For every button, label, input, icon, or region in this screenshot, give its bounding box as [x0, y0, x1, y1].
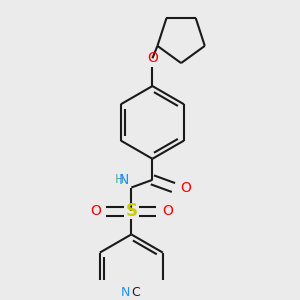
- Text: S: S: [125, 202, 137, 220]
- Text: O: O: [180, 181, 191, 194]
- Text: H: H: [114, 172, 124, 186]
- Text: N: N: [119, 172, 129, 187]
- Text: O: O: [162, 204, 173, 218]
- Text: O: O: [90, 204, 101, 218]
- Text: N: N: [121, 286, 130, 299]
- Text: C: C: [131, 286, 140, 299]
- Text: O: O: [147, 52, 158, 65]
